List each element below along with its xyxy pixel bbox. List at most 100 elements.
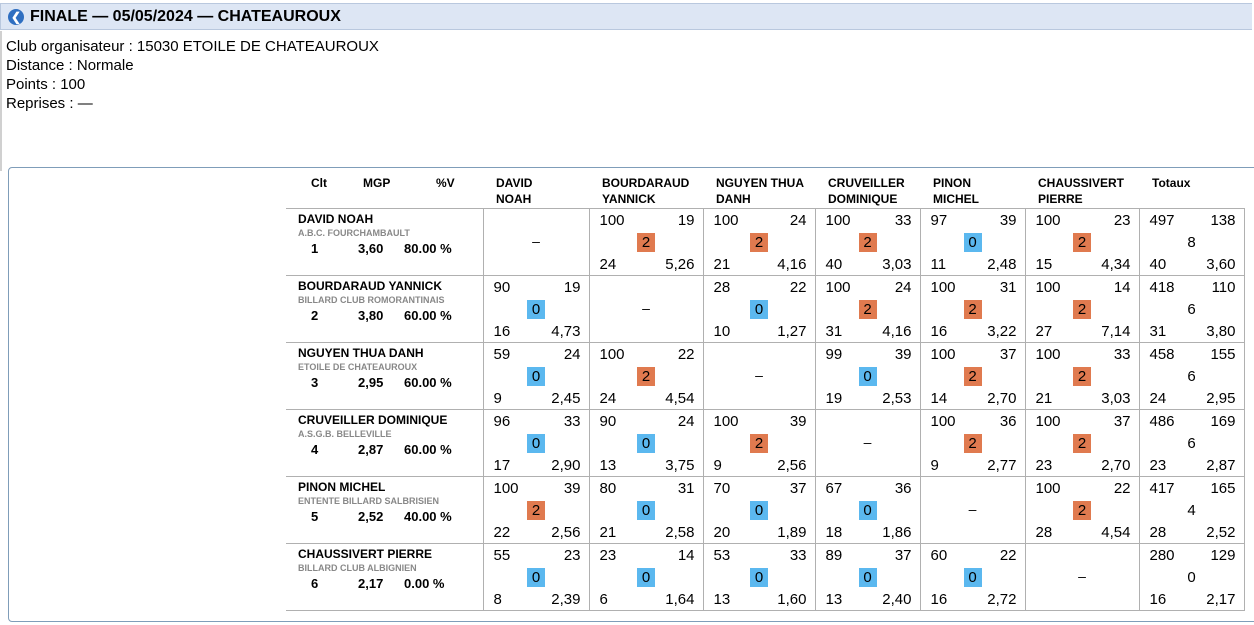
- win-badge: 2: [858, 233, 877, 252]
- match-cell: 99 39 0 19 2,53: [814, 342, 921, 410]
- total-innings: 16: [1149, 591, 1167, 608]
- innings: 13: [599, 457, 617, 474]
- player-cell: NGUYEN THUA DANH ETOILE DE CHATEAUROUX 3 2,…: [286, 342, 484, 410]
- average: 1,64: [665, 591, 695, 608]
- points-scored: 90: [493, 279, 511, 296]
- player-cell: PINON MICHEL ENTENTE BILLARD SALBRISIEN 5 2…: [286, 476, 484, 544]
- match-cell: 55 23 0 8 2,39: [482, 543, 590, 611]
- win-badge: 2: [1073, 367, 1091, 386]
- total-against: 110: [1211, 279, 1236, 296]
- player-name: CRUVEILLER DOMINIQUE: [298, 413, 448, 427]
- innings: 23: [1035, 457, 1053, 474]
- player-name: NGUYEN THUA DANH: [298, 346, 424, 360]
- match-cell: –: [588, 275, 704, 343]
- innings: 10: [713, 323, 731, 340]
- totals-cell: 458 155 6 24 2,95: [1138, 342, 1245, 410]
- points-scored: 100: [1035, 279, 1061, 296]
- average: 2,70: [987, 390, 1017, 407]
- average: 2,40: [882, 591, 912, 608]
- total-match-points: 0: [1187, 569, 1196, 586]
- innings: 21: [1035, 390, 1053, 407]
- match-cell: 60 22 0 16 2,72: [919, 543, 1026, 611]
- average: 7,14: [1101, 323, 1131, 340]
- player-cell: CRUVEILLER DOMINIQUE A.S.G.B. BELLEVILLE 4…: [286, 409, 484, 477]
- match-cell: 100 37 2 14 2,70: [919, 342, 1026, 410]
- points-scored: 96: [493, 413, 511, 430]
- player-mgp: 2,17: [358, 576, 384, 591]
- loss-badge: 0: [527, 300, 545, 319]
- total-innings: 28: [1149, 524, 1167, 541]
- loss-badge: 0: [527, 568, 545, 587]
- total-match-points: 4: [1187, 502, 1196, 519]
- points-against: 23: [563, 547, 581, 564]
- total-average: 2,52: [1206, 524, 1236, 541]
- player-name: DAVID NOAH: [298, 212, 374, 226]
- points-against: 24: [789, 212, 807, 229]
- total-against: 129: [1210, 547, 1236, 564]
- player-win-pct: 60.00 %: [404, 442, 452, 457]
- points-against: 39: [789, 413, 807, 430]
- win-badge: 2: [637, 233, 655, 252]
- average: 3,22: [987, 323, 1017, 340]
- points-against: 33: [789, 547, 807, 564]
- match-cell: 100 36 2 9 2,77: [919, 409, 1026, 477]
- results-matrix: Clt MGP %V DAVID NOAH BOURDARAUD YANNICK N…: [286, 170, 1245, 611]
- average: 2,77: [987, 457, 1017, 474]
- points-scored: 67: [825, 480, 843, 497]
- points-against: 31: [677, 480, 695, 497]
- points-scored: 100: [825, 212, 851, 229]
- points-against: 22: [999, 547, 1017, 564]
- mgp-header: MGP: [363, 176, 391, 190]
- points-scored: 23: [599, 547, 617, 564]
- total-against: 138: [1210, 212, 1236, 229]
- points-scored: 100: [1035, 212, 1061, 229]
- innings: 13: [825, 591, 843, 608]
- player-win-pct: 40.00 %: [404, 509, 452, 524]
- total-average: 3,60: [1206, 256, 1236, 273]
- match-cell: 70 37 0 20 1,89: [702, 476, 816, 544]
- points-scored: 28: [713, 279, 731, 296]
- innings: 14: [930, 390, 948, 407]
- average: 4,16: [777, 256, 807, 273]
- innings: 16: [930, 323, 948, 340]
- total-innings: 40: [1149, 256, 1167, 273]
- points-against: 37: [999, 346, 1017, 363]
- points-against: 14: [1113, 279, 1131, 296]
- pv-header: %V: [436, 176, 455, 190]
- player-row: DAVID NOAH A.B.C. FOURCHAMBAULT 1 3,60 80.00…: [286, 208, 1245, 276]
- points-against: 24: [677, 413, 695, 430]
- match-cell: 100 33 2 40 3,03: [814, 208, 921, 276]
- average: 5,26: [665, 256, 695, 273]
- win-badge: 2: [963, 367, 982, 386]
- match-cell: 80 31 0 21 2,58: [588, 476, 704, 544]
- points-scored: 100: [930, 413, 956, 430]
- player-row: CHAUSSIVERT PIERRE BILLARD CLUB ALBIGNIEN…: [286, 543, 1245, 611]
- points-scored: 90: [599, 413, 617, 430]
- total-innings: 31: [1149, 323, 1167, 340]
- points-against: 33: [563, 413, 581, 430]
- match-cell: 100 22 2 28 4,54: [1024, 476, 1140, 544]
- match-cell: 100 37 2 23 2,70: [1024, 409, 1140, 477]
- player-cell: BOURDARAUD YANNICK BILLARD CLUB ROMORANTI…: [286, 275, 484, 343]
- totals-cell: 280 129 0 16 2,17: [1138, 543, 1245, 611]
- total-match-points: 6: [1187, 435, 1196, 452]
- match-cell: 100 23 2 15 4,34: [1024, 208, 1140, 276]
- points-against: 14: [677, 547, 695, 564]
- player-win-pct: 60.00 %: [404, 375, 452, 390]
- win-badge: 2: [1073, 300, 1091, 319]
- points-against: 22: [677, 346, 695, 363]
- average: 2,48: [987, 256, 1017, 273]
- back-arrow-icon[interactable]: ❮: [8, 8, 24, 25]
- total-average: 3,80: [1206, 323, 1236, 340]
- average: 2,56: [551, 524, 581, 541]
- match-cell: 23 14 0 6 1,64: [588, 543, 704, 611]
- points-scored: 60: [930, 547, 948, 564]
- loss-badge: 0: [527, 367, 545, 386]
- average: 2,90: [551, 457, 581, 474]
- innings: 21: [713, 256, 731, 273]
- innings: 28: [1035, 524, 1053, 541]
- win-badge: 2: [1073, 501, 1091, 520]
- player-club: A.B.C. FOURCHAMBAULT: [298, 228, 410, 238]
- match-cell: 100 24 2 21 4,16: [702, 208, 816, 276]
- average: 4,73: [551, 323, 581, 340]
